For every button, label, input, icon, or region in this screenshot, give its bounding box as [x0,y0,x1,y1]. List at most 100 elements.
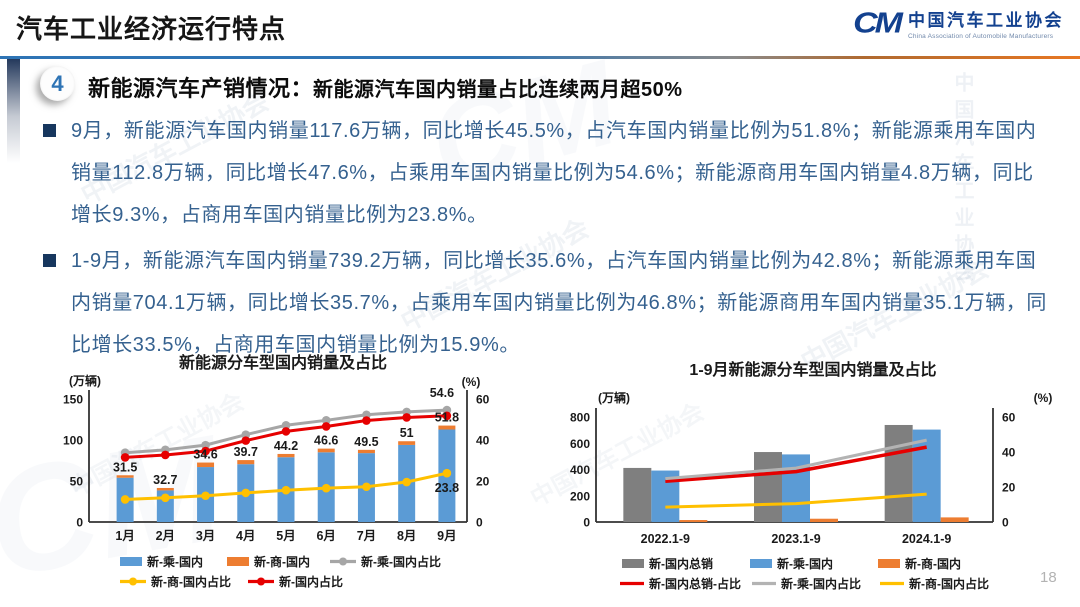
legend-label: 新-乘-国内占比 [361,554,441,569]
line-marker [281,420,291,430]
tick-label-left: 800 [570,411,590,425]
chart-nev-ytd-sales-share: 1-9月新能源分车型国内销量及占比 (万辆) (%) 0 200 400 600 800 0 20… [570,360,1053,591]
section-number-badge: 4 [40,66,75,101]
line-marker [161,450,170,460]
line-marker [281,485,291,495]
bullet-item: 1-9月，新能源汽车国内销量739.2万辆，同比增长35.6%，占汽车国内销量比… [42,240,1054,366]
legend-label: 新-商-国内 [254,554,310,569]
section-heading-main: 新能源汽车产销情况： [88,76,314,101]
legend-label: 新-商-国内占比 [909,576,989,591]
data-label: 44.2 [274,439,298,453]
line-marker [241,488,251,498]
axis-unit-right: (%) [1034,391,1053,405]
line-marker [241,436,251,445]
line-marker [120,495,130,504]
tick-label-right: 60 [476,393,490,407]
bar-segment [156,487,174,491]
axis-unit-left: (万辆) [69,373,101,388]
legend-swatch-bar [227,557,249,566]
tick-label-right: 20 [476,475,490,489]
bar-segment [116,475,134,478]
line-marker [201,440,210,450]
x-category-label: 8月 [397,529,416,543]
line-marker [281,427,291,436]
caam-logo-name-cn: 中国汽车工业协会 [908,11,1064,30]
bar-segment [237,460,255,465]
line-marker [120,453,130,462]
legend-swatch-marker [129,577,137,586]
bar-segment [197,462,215,468]
tick-label-left: 400 [570,463,590,477]
legend-swatch-marker [339,557,347,566]
x-category-label: 1月 [115,529,134,543]
x-category-label: 7月 [357,529,376,543]
bar-segment [438,425,456,430]
tick-label-right: 40 [1002,446,1016,460]
axis-unit-left: (万辆) [598,390,630,405]
axis-unit-right: (%) [462,375,481,389]
caam-logo-text: 中国汽车工业协会 China Association of Automobile… [908,6,1064,40]
bullet-text: 1-9月，新能源汽车国内销量739.2万辆，同比增长35.6%，占汽车国内销量比… [71,250,1047,356]
line-marker [362,416,371,425]
data-label: 32.7 [153,473,177,487]
line-marker [161,493,170,503]
legend-swatch-bar [750,559,772,568]
left-accent-strip [7,59,20,163]
data-label: 23.8 [435,481,459,495]
x-category-label: 2022.1-9 [641,532,690,546]
bar [679,520,708,522]
x-category-label: 6月 [316,529,335,543]
line-marker [442,411,452,421]
bar [754,452,782,522]
bullet-marker-icon [43,254,56,267]
tick-label-left: 600 [570,437,590,451]
bar [912,429,941,522]
line-marker [321,416,331,425]
chart-nev-monthly-sales-share: 新能源分车型国内销量及占比 (万辆) (%) 0 50 100 150 0 20 40 60 1月 2月… [63,353,490,589]
legend-swatch-bar [120,557,142,566]
line-marker [362,482,371,492]
line-marker [402,477,411,487]
data-label: 39.7 [234,445,258,459]
legend-label: 新-乘-国内 [777,556,833,571]
bar [940,517,969,522]
tick-label-left: 0 [76,516,83,530]
legend-label: 新-国内占比 [279,574,343,589]
data-line [665,445,927,483]
legend-label: 新-商-国内占比 [151,574,231,589]
line-marker [321,483,331,493]
x-category-label: 4月 [236,529,255,543]
caam-logo-mark-icon: CM [853,6,903,40]
data-label: 46.6 [314,434,338,448]
tick-label-right: 60 [1002,411,1016,425]
data-label: 49.5 [354,435,378,449]
data-label: 51.8 [435,411,459,425]
tick-label-right: 0 [476,516,483,530]
bullet-list: 9月，新能源汽车国内销量117.6万辆，同比增长45.5%，占汽车国内销量比例为… [42,110,1054,370]
tick-label-right: 0 [1002,516,1009,530]
page-number: 18 [1040,569,1057,586]
line-marker [321,422,331,431]
x-category-label: 2月 [156,529,175,543]
bar [884,424,913,522]
section-heading-sub: 新能源汽车国内销量占比连续两月超50% [313,79,683,101]
section-heading: 新能源汽车产销情况：新能源汽车国内销量占比连续两月超50% [88,71,683,103]
line-marker [241,430,251,439]
tick-label-left: 200 [570,489,590,503]
tick-label-left: 100 [63,434,83,448]
bar-segment [357,449,375,454]
legend-label: 新-乘-国内占比 [781,576,861,591]
tick-label-left: 0 [583,516,590,530]
data-line [665,492,927,509]
bar-segment [317,448,335,453]
data-label: 34.6 [193,448,217,462]
line-marker [201,491,210,501]
tick-label-right: 40 [476,434,490,448]
bullet-text: 9月，新能源汽车国内销量117.6万辆，同比增长45.5%，占汽车国内销量比例为… [71,120,1037,226]
bullet-item: 9月，新能源汽车国内销量117.6万辆，同比增长45.5%，占汽车国内销量比例为… [42,110,1054,236]
line-marker [402,413,411,422]
line-marker [201,446,210,456]
bullet-marker-icon [43,124,56,137]
x-category-label: 5月 [276,529,295,543]
